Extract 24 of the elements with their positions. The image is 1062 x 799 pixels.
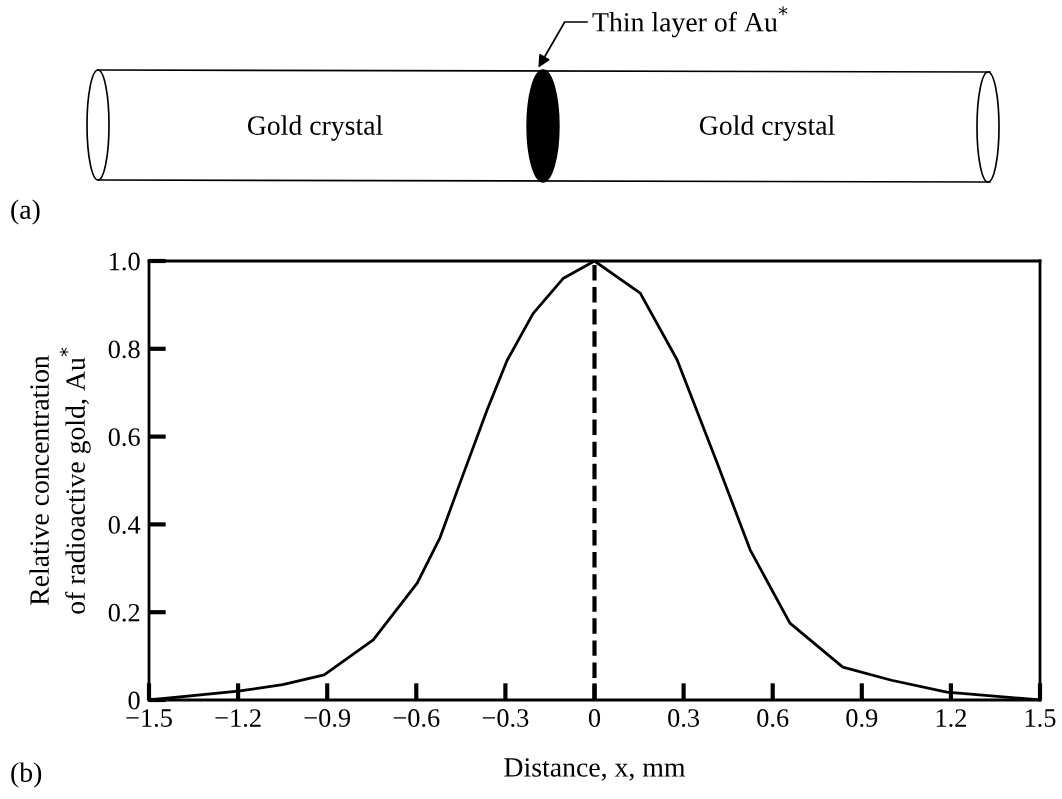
x-axis-title: Distance, x, mm: [504, 758, 686, 781]
x-tick-label: −1.2: [215, 709, 261, 728]
y-tick-label: 0.8: [108, 340, 140, 359]
x-tick-label: 0: [588, 709, 601, 727]
x-tick-label: −0.6: [393, 709, 440, 728]
x-tick-label: 0.9: [846, 709, 878, 728]
text: Gold crystal: [699, 115, 835, 141]
y-tick-label: 1.0: [110, 252, 140, 271]
x-tick-label: 0.6: [757, 709, 789, 728]
text: (b): [11, 762, 42, 788]
y-tick-label: 0.4: [108, 516, 141, 534]
text: Thin layer of Au$^{*}$: [592, 6, 788, 38]
y-tick-label: 0: [128, 691, 140, 710]
y-tick-label: 0.2: [108, 603, 140, 622]
x-tick-label: −1.5: [126, 709, 172, 728]
text: (a): [11, 199, 40, 225]
x-tick-label: −0.9: [304, 709, 351, 728]
x-tick-label: 1.5: [1025, 709, 1056, 728]
x-tick-label: 0.3: [668, 709, 700, 728]
x-tick-label: 1.2: [936, 709, 966, 728]
x-tick-label: −0.3: [482, 709, 529, 728]
y-tick-label: 0.6: [108, 428, 140, 447]
y-axis-title: Relative concentration of radioactive gold, Au$^{*}$: [29, 347, 91, 614]
text: Gold crystal: [247, 115, 383, 141]
